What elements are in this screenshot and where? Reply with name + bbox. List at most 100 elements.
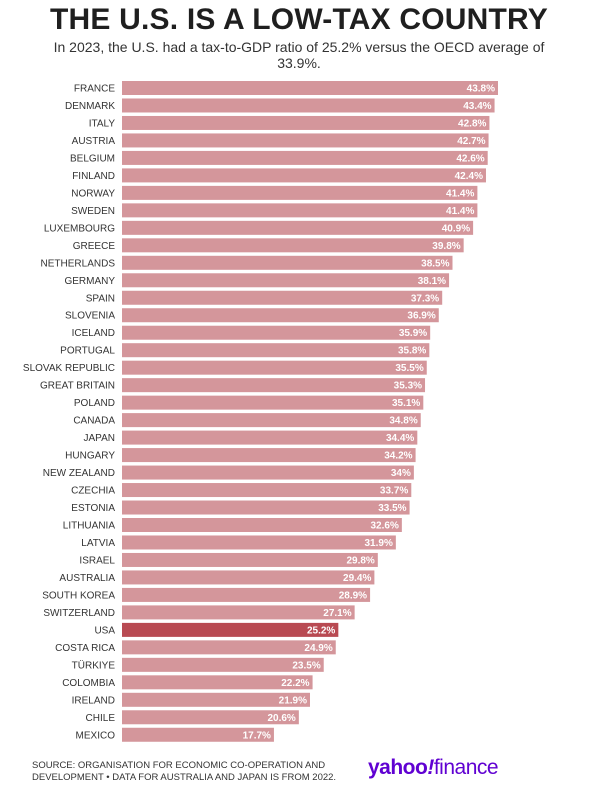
value-label-switzerland: 27.1% [323, 608, 351, 619]
value-label-canada: 34.8% [389, 416, 417, 427]
value-label-austria: 42.7% [457, 136, 485, 147]
value-label-australia: 29.4% [343, 573, 371, 584]
value-label-poland: 35.1% [392, 398, 420, 409]
bar-spain [122, 290, 443, 305]
bar-new-zealand [122, 465, 414, 480]
value-label-estonia: 33.5% [378, 503, 406, 514]
bar-germany [122, 273, 450, 288]
category-label-costa-rica: COSTA RICA [55, 643, 115, 654]
value-label-italy: 42.8% [458, 118, 486, 129]
category-label-austria: AUSTRIA [72, 136, 116, 147]
value-label-finland: 42.4% [455, 171, 483, 182]
category-label-slovak-republic: SLOVAK REPUBLIC [23, 363, 115, 374]
value-label-sweden: 41.4% [446, 206, 474, 217]
bar-costa-rica [122, 640, 336, 655]
bar-poland [122, 395, 424, 410]
value-label-spain: 37.3% [411, 293, 439, 304]
category-label-spain: SPAIN [86, 293, 115, 304]
value-label-latvia: 31.9% [364, 538, 392, 549]
bar-australia [122, 570, 375, 585]
category-label-t-rkiye: TÜRKIYE [72, 659, 116, 671]
source-note: SOURCE: ORGANISATION FOR ECONOMIC CO-OPE… [32, 760, 337, 783]
category-label-czechia: CZECHIA [71, 486, 115, 497]
value-label-hungary: 34.2% [384, 451, 412, 462]
bar-hungary [122, 448, 416, 463]
value-label-france: 43.8% [467, 84, 495, 95]
category-label-usa: USA [94, 625, 115, 636]
value-label-new-zealand: 34% [391, 468, 411, 479]
category-label-canada: CANADA [73, 416, 115, 427]
bar-usa [122, 622, 339, 637]
value-label-chile: 20.6% [267, 713, 295, 724]
value-label-ireland: 21.9% [279, 695, 307, 706]
bar-latvia [122, 535, 396, 550]
category-label-slovenia: SLOVENIA [65, 311, 115, 322]
category-label-norway: NORWAY [71, 188, 115, 199]
bar-portugal [122, 343, 430, 358]
value-label-slovak-republic: 35.5% [395, 363, 423, 374]
value-label-netherlands: 38.5% [421, 258, 449, 269]
value-label-norway: 41.4% [446, 188, 474, 199]
bar-czechia [122, 483, 412, 498]
bar-japan [122, 430, 418, 445]
value-label-luxembourg: 40.9% [442, 223, 470, 234]
value-label-south-korea: 28.9% [339, 590, 367, 601]
category-label-denmark: DENMARK [65, 101, 115, 112]
value-label-great-britain: 35.3% [394, 381, 422, 392]
category-label-israel: ISRAEL [79, 555, 115, 566]
value-label-denmark: 43.4% [463, 101, 491, 112]
category-label-lithuania: LITHUANIA [63, 521, 116, 532]
bar-denmark [122, 98, 495, 113]
bar-israel [122, 552, 378, 567]
category-label-iceland: ICELAND [72, 328, 115, 339]
value-label-colombia: 22.2% [281, 678, 309, 689]
bar-great-britain [122, 378, 426, 393]
value-label-t-rkiye: 23.5% [292, 660, 320, 671]
category-label-italy: ITALY [89, 118, 116, 129]
category-label-poland: POLAND [74, 398, 115, 409]
value-label-slovenia: 36.9% [407, 311, 435, 322]
bar-slovenia [122, 308, 439, 323]
category-label-hungary: HUNGARY [65, 451, 115, 462]
bar-norway [122, 185, 478, 200]
bar-ireland [122, 692, 310, 707]
category-label-mexico: MEXICO [76, 730, 116, 741]
category-label-finland: FINLAND [72, 171, 115, 182]
category-label-australia: AUSTRALIA [59, 573, 115, 584]
chart-subtitle: In 2023, the U.S. had a tax-to-GDP ratio… [53, 39, 545, 71]
bar-netherlands [122, 255, 453, 270]
bar-austria [122, 133, 489, 148]
bar-chile [122, 710, 299, 725]
category-label-belgium: BELGIUM [70, 153, 115, 164]
category-label-portugal: PORTUGAL [60, 346, 115, 357]
value-label-usa: 25.2% [307, 625, 335, 636]
value-label-costa-rica: 24.9% [304, 643, 332, 654]
bar-switzerland [122, 605, 355, 620]
bar-t-rkiye [122, 657, 324, 672]
value-label-lithuania: 32.6% [370, 521, 398, 532]
bar-iceland [122, 325, 431, 340]
category-label-estonia: ESTONIA [71, 503, 115, 514]
bar-sweden [122, 203, 478, 218]
bar-france [122, 81, 498, 95]
bar-south-korea [122, 587, 371, 602]
value-label-iceland: 35.9% [399, 328, 427, 339]
category-label-luxembourg: LUXEMBOURG [44, 223, 115, 234]
category-label-netherlands: NETHERLANDS [41, 258, 116, 269]
value-label-mexico: 17.7% [243, 730, 271, 741]
category-label-switzerland: SWITZERLAND [43, 608, 115, 619]
bar-canada [122, 413, 421, 428]
bar-belgium [122, 150, 488, 165]
category-label-chile: CHILE [86, 713, 116, 724]
category-label-ireland: IRELAND [72, 695, 115, 706]
yahoo-finance-logo: yahoo!finance [368, 756, 499, 779]
value-label-israel: 29.8% [346, 555, 374, 566]
category-label-germany: GERMANY [64, 276, 115, 287]
value-label-czechia: 33.7% [380, 486, 408, 497]
bar-lithuania [122, 518, 402, 532]
value-label-portugal: 35.8% [398, 346, 426, 357]
category-label-sweden: SWEDEN [71, 206, 115, 217]
bar-greece [122, 238, 464, 253]
category-label-japan: JAPAN [84, 433, 116, 444]
